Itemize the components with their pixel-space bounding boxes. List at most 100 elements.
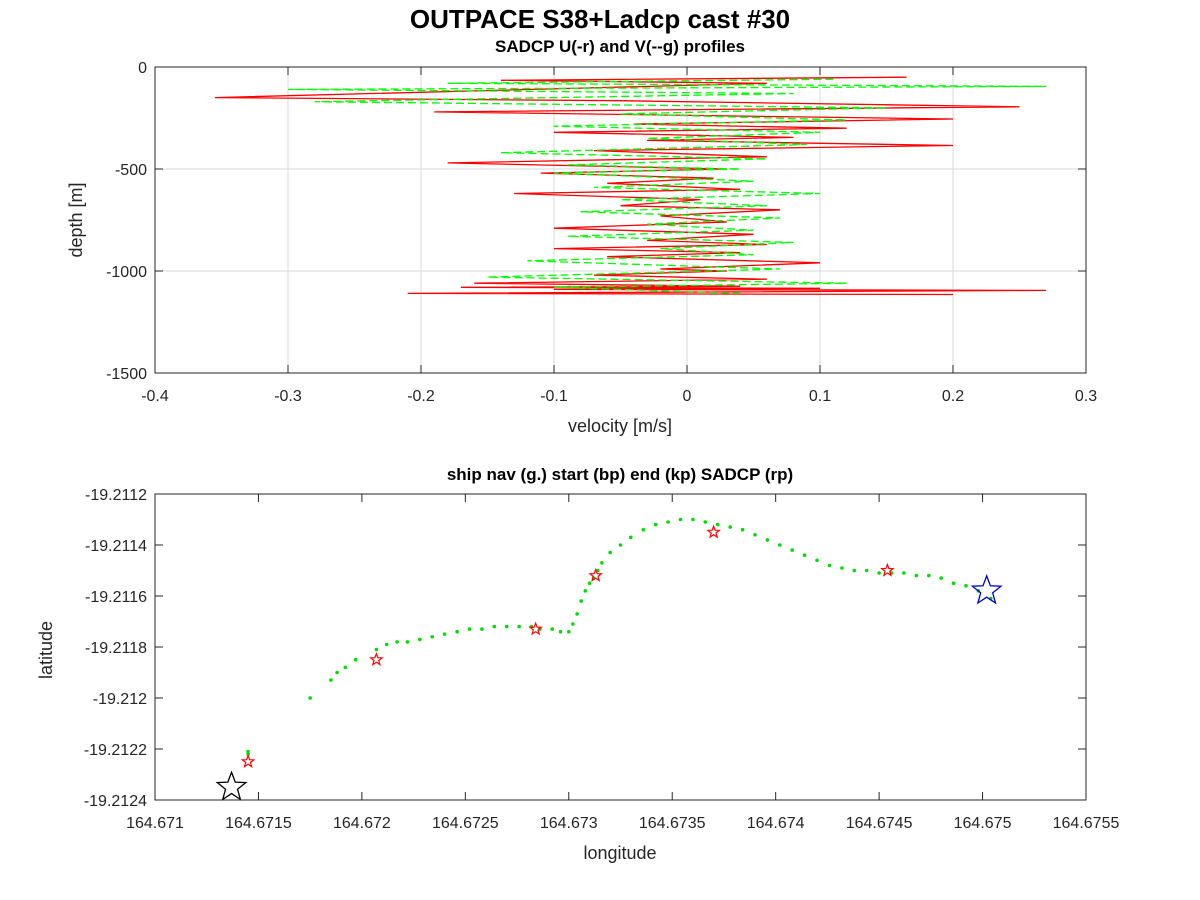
sadcp-star-marker xyxy=(880,562,895,577)
profile-y-label: depth [m] xyxy=(66,182,86,257)
profile-x-tick-label: 0.3 xyxy=(1075,388,1097,405)
profile-grid xyxy=(154,66,1087,374)
profile-panel: SADCP U(-r) and V(--g) profiles -0.4 -0.3… xyxy=(66,37,1097,436)
ship-nav-point xyxy=(790,548,794,552)
ship-nav-point xyxy=(852,568,857,573)
ship-nav-point xyxy=(815,558,819,563)
nav-x-label: longitude xyxy=(583,843,656,863)
profile-y-tick-label: -1500 xyxy=(106,366,147,383)
ship-nav-point xyxy=(802,553,807,557)
profile-y-tick-label: -1000 xyxy=(106,264,147,281)
ship-nav-point xyxy=(600,561,604,565)
ship-nav-point xyxy=(653,522,658,527)
nav-x-tick-label: 164.6745 xyxy=(846,815,913,832)
ship-nav-point xyxy=(691,517,695,522)
sadcp-star-marker xyxy=(528,621,544,636)
profile-y-tick-label: 0 xyxy=(138,60,147,77)
nav-y-tick-label: -19.2114 xyxy=(85,538,147,555)
ship-nav-point xyxy=(329,678,333,682)
ship-nav-point xyxy=(629,535,633,540)
profile-x-tick-label: 0.1 xyxy=(809,388,831,405)
sadcp-star-marker xyxy=(369,652,384,666)
ship-nav-point xyxy=(418,637,422,642)
ship-nav-point xyxy=(335,670,339,675)
ship-nav-point xyxy=(308,696,313,700)
v-velocity-line xyxy=(287,78,1047,295)
ship-nav-point xyxy=(587,581,592,585)
ship-nav-point xyxy=(550,627,554,631)
nav-x-tick-label: 164.6725 xyxy=(432,815,499,832)
ship-nav-point xyxy=(395,640,399,644)
ship-nav-point xyxy=(517,624,521,629)
ship-nav-point xyxy=(678,517,683,522)
profile-x-tick-label: -0.4 xyxy=(141,388,169,405)
ship-nav-point xyxy=(343,665,348,670)
ship-nav-point xyxy=(877,571,881,575)
ship-nav-point xyxy=(939,576,943,580)
nav-y-tick-label: -19.2122 xyxy=(84,742,147,759)
ship-nav-point xyxy=(567,629,571,634)
profile-y-tick-label: -500 xyxy=(115,162,147,179)
nav-x-tick-label: 164.672 xyxy=(333,815,391,832)
nav-y-tick-label: -19.2124 xyxy=(84,793,147,810)
sadcp-star-marker xyxy=(240,754,256,768)
figure-title: OUTPACE S38+Ladcp cast #30 xyxy=(410,4,790,34)
ship-nav-point xyxy=(353,657,358,662)
ship-nav-point xyxy=(914,573,919,578)
ship-nav-point xyxy=(480,627,484,631)
nav-y-ticks: -19.2112 -19.2114 -19.2116 -19.2118 -19.212 -… xyxy=(84,487,1086,810)
start-star-marker xyxy=(970,574,1003,605)
ship-nav-point xyxy=(571,622,575,626)
ship-nav-point xyxy=(641,527,646,532)
ship-nav-point xyxy=(840,566,844,570)
ship-nav-point xyxy=(374,647,379,652)
nav-x-tick-label: 164.671 xyxy=(126,815,184,832)
sadcp-star-marker xyxy=(706,524,721,539)
ship-nav-point xyxy=(442,632,447,636)
ship-nav-point xyxy=(558,629,563,634)
nav-panel: ship nav (g.) start (bp) end (kp) SADCP … xyxy=(36,465,1119,863)
ship-nav-point xyxy=(504,624,509,629)
profile-x-ticks: -0.4 -0.3 -0.2 -0.1 0 0.1 0.2 0.3 xyxy=(141,67,1097,405)
ship-nav-point xyxy=(951,581,956,585)
ship-nav-point xyxy=(715,522,720,527)
ship-nav-point xyxy=(964,584,968,588)
nav-x-ticks: 164.671 164.6715 164.672 164.6725 164.673 164… xyxy=(126,494,1119,832)
ship-nav-point xyxy=(583,589,588,593)
nav-x-tick-label: 164.6755 xyxy=(1053,815,1120,832)
profile-series xyxy=(214,76,1047,296)
profile-x-label: velocity [m/s] xyxy=(568,416,672,436)
profile-y-ticks: 0 -500 -1000 -1500 xyxy=(106,60,1086,383)
ship-nav-point xyxy=(575,612,579,616)
ship-nav-point xyxy=(753,533,757,537)
ship-nav-point xyxy=(384,642,389,647)
profile-axes-frame xyxy=(154,66,1087,374)
ship-nav-point xyxy=(608,550,612,555)
nav-x-tick-label: 164.6715 xyxy=(225,815,292,832)
ship-nav-point xyxy=(902,571,906,575)
ship-nav-point xyxy=(467,627,472,631)
nav-y-tick-label: -19.2118 xyxy=(85,640,147,657)
ship-nav-point xyxy=(579,599,583,603)
sadcp-star-marker xyxy=(588,567,604,582)
nav-y-tick-label: -19.2116 xyxy=(85,589,147,606)
nav-x-tick-label: 164.673 xyxy=(540,815,598,832)
ship-nav-point xyxy=(618,543,623,547)
end-star-marker xyxy=(215,770,248,801)
profile-x-tick-label: -0.2 xyxy=(407,388,435,405)
ship-nav-point xyxy=(246,749,250,754)
ship-nav-point xyxy=(430,635,435,639)
nav-axes-frame xyxy=(154,493,1087,801)
ship-nav-point xyxy=(827,563,832,568)
nav-title: ship nav (g.) start (bp) end (kp) SADCP … xyxy=(447,465,793,484)
ship-nav-point xyxy=(864,568,869,573)
ship-nav-point xyxy=(666,520,670,524)
ship-nav-point xyxy=(765,538,770,542)
ship-nav-point xyxy=(703,520,708,524)
ship-nav-point xyxy=(492,624,497,629)
profile-x-tick-label: -0.1 xyxy=(540,388,568,405)
ship-nav-point xyxy=(778,543,782,547)
profile-x-tick-label: 0.2 xyxy=(942,388,964,405)
ship-nav-point xyxy=(405,640,410,644)
